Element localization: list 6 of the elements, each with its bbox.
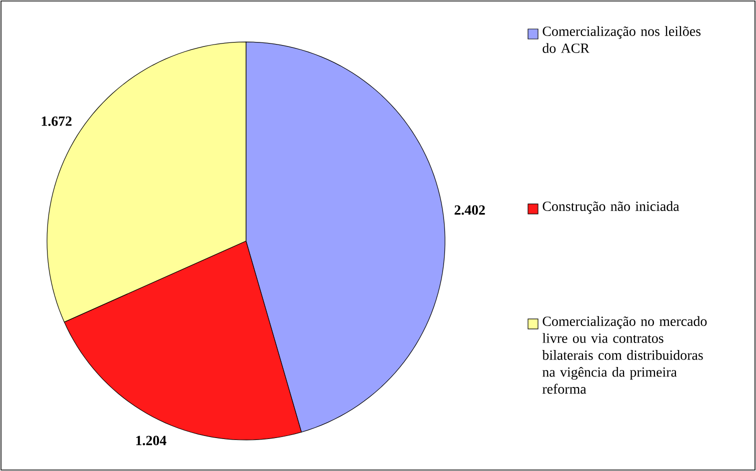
legend-label: Construção não iniciada: [542, 201, 680, 214]
data-label: 1.672: [42, 116, 72, 126]
data-label: 2.402: [454, 205, 485, 215]
legend-label: Comercialização nos leilões do ACR: [542, 26, 701, 53]
legend-label: Comercialização no mercado livre ou via contratos bilaterais com distribuidoras na vigência da primeira reforma: [542, 316, 707, 394]
data-label: 1.204: [136, 436, 166, 446]
